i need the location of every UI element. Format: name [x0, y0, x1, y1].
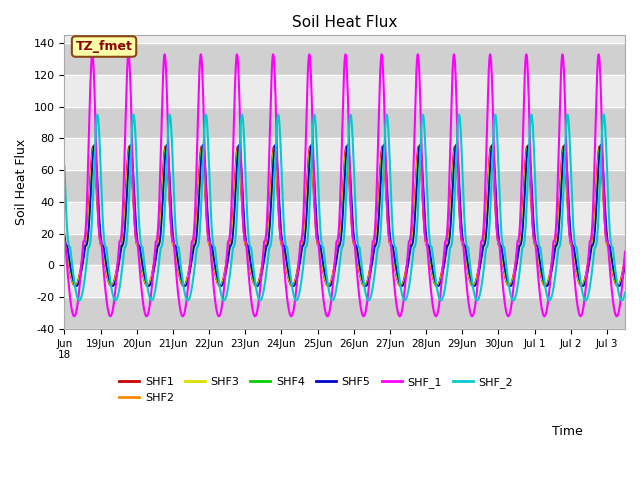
SHF3 — [108, 283, 116, 289]
SHF1 — [522, 154, 529, 159]
SHF_2 — [621, 289, 629, 295]
SHF2 — [163, 147, 170, 153]
SHF4 — [90, 144, 98, 149]
SHF4 — [621, 261, 629, 266]
SHF1 — [61, 241, 68, 247]
Line: SHF1: SHF1 — [65, 146, 625, 286]
SHF1 — [425, 253, 433, 259]
SHF2 — [61, 240, 68, 246]
Y-axis label: Soil Heat Flux: Soil Heat Flux — [15, 139, 28, 225]
SHF4 — [61, 235, 68, 241]
SHF1 — [621, 253, 629, 259]
SHF_1 — [106, 313, 114, 319]
SHF5 — [522, 179, 529, 184]
SHF2 — [275, 208, 282, 214]
Bar — [65, 43, 625, 75]
SHF_2 — [397, 285, 404, 290]
SHF1 — [275, 214, 282, 219]
SHF3 — [61, 239, 68, 245]
SHF2 — [397, 283, 404, 289]
SHF_1 — [426, 268, 433, 274]
SHF5 — [479, 246, 486, 252]
SHF2 — [522, 162, 529, 168]
SHF4 — [275, 193, 282, 199]
SHF3 — [621, 259, 629, 264]
SHF1 — [163, 148, 170, 154]
SHF_2 — [479, 274, 486, 279]
SHF4 — [579, 283, 586, 289]
Line: SHF4: SHF4 — [65, 146, 625, 286]
SHF3 — [163, 147, 170, 153]
Text: Time: Time — [552, 425, 582, 438]
SHF3 — [275, 202, 282, 208]
Line: SHF5: SHF5 — [65, 145, 625, 286]
Title: Soil Heat Flux: Soil Heat Flux — [292, 15, 397, 30]
Bar — [65, 297, 625, 329]
SHF_2 — [275, 113, 282, 119]
SHF_1 — [621, 249, 629, 254]
SHF1 — [397, 283, 404, 289]
SHF5 — [163, 143, 170, 149]
SHF4 — [425, 246, 433, 252]
SHF3 — [425, 250, 433, 255]
SHF5 — [275, 185, 282, 191]
Line: SHF2: SHF2 — [65, 148, 625, 286]
SHF2 — [125, 145, 133, 151]
SHF_1 — [479, 233, 487, 239]
Line: SHF3: SHF3 — [65, 150, 625, 286]
SHF2 — [425, 252, 433, 257]
SHF_2 — [163, 168, 170, 173]
SHF5 — [145, 283, 152, 289]
SHF_2 — [425, 230, 433, 236]
SHF_1 — [378, 51, 385, 57]
SHF3 — [596, 147, 604, 153]
SHF_1 — [275, 204, 282, 210]
SHF_1 — [522, 57, 529, 62]
SHF1 — [479, 243, 486, 249]
SHF3 — [397, 283, 404, 289]
Text: TZ_fmet: TZ_fmet — [76, 40, 132, 53]
SHF5 — [621, 263, 629, 268]
SHF3 — [479, 244, 486, 250]
SHF5 — [561, 142, 568, 148]
SHF_1 — [61, 238, 68, 244]
Bar — [65, 170, 625, 202]
SHF2 — [621, 256, 629, 262]
SHF4 — [163, 144, 170, 149]
SHF5 — [397, 282, 404, 288]
SHF_1 — [163, 74, 170, 80]
SHF2 — [541, 283, 549, 289]
Legend: SHF1, SHF2, SHF3, SHF4, SHF5, SHF_1, SHF_2: SHF1, SHF2, SHF3, SHF4, SHF5, SHF_1, SHF… — [115, 372, 518, 407]
SHF_2 — [522, 227, 529, 233]
SHF4 — [479, 244, 486, 250]
SHF1 — [71, 283, 79, 289]
SHF_2 — [93, 112, 101, 118]
SHF_2 — [61, 163, 68, 169]
SHF4 — [522, 173, 529, 179]
SHF5 — [425, 243, 433, 249]
Bar — [65, 234, 625, 265]
SHF2 — [479, 244, 486, 250]
SHF1 — [487, 144, 495, 149]
SHF4 — [397, 283, 404, 288]
Line: SHF_2: SHF_2 — [65, 115, 625, 300]
Bar — [65, 107, 625, 139]
SHF_1 — [397, 312, 404, 318]
SHF3 — [522, 169, 529, 175]
SHF_2 — [582, 298, 589, 303]
SHF5 — [61, 231, 68, 237]
Line: SHF_1: SHF_1 — [65, 54, 625, 316]
